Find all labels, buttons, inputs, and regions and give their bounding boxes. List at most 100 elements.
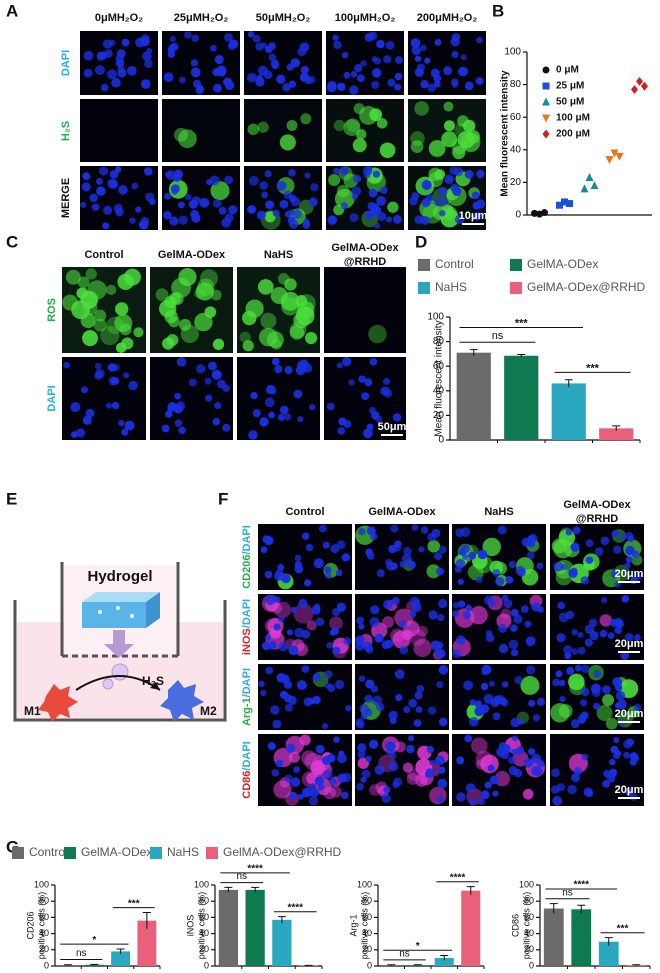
green-cell bbox=[242, 310, 257, 326]
panel-letter: F bbox=[218, 489, 228, 508]
nucleus bbox=[394, 669, 405, 680]
y-tick-label: 0 bbox=[438, 435, 444, 446]
nucleus bbox=[337, 427, 346, 435]
nucleus bbox=[248, 175, 259, 186]
y-tick-label: 20 bbox=[510, 177, 522, 188]
nucleus bbox=[121, 38, 130, 47]
nucleus bbox=[341, 168, 348, 175]
nucleus bbox=[434, 552, 443, 561]
green-cell bbox=[260, 312, 277, 329]
nucleus bbox=[178, 215, 188, 225]
nucleus bbox=[416, 684, 425, 693]
nucleus bbox=[455, 558, 466, 569]
green-cell bbox=[550, 703, 570, 723]
nucleus bbox=[363, 428, 373, 439]
nucleus bbox=[333, 736, 340, 744]
y-tick-label: 60 bbox=[510, 112, 522, 123]
nucleus bbox=[571, 628, 578, 636]
nucleus bbox=[403, 706, 411, 714]
nucleus bbox=[552, 796, 563, 806]
nucleus bbox=[443, 66, 453, 76]
nucleus bbox=[610, 569, 619, 579]
magenta-cell bbox=[496, 613, 512, 629]
nucleus bbox=[486, 629, 493, 637]
nucleus bbox=[383, 599, 393, 610]
nucleus bbox=[364, 378, 373, 387]
scale-bar-label: 50μm bbox=[378, 421, 407, 433]
bar bbox=[245, 889, 265, 966]
nucleus bbox=[510, 608, 519, 617]
micrograph bbox=[408, 99, 486, 162]
y-axis-label: iNOS bbox=[185, 915, 195, 937]
error-bar bbox=[142, 912, 151, 929]
hydrogel-side bbox=[146, 592, 160, 628]
nucleus bbox=[621, 595, 630, 603]
green-cell bbox=[210, 181, 230, 201]
green-cell bbox=[451, 138, 468, 155]
significance-label: * bbox=[92, 935, 96, 946]
nucleus bbox=[314, 776, 324, 786]
nucleus bbox=[511, 748, 518, 756]
green-cell bbox=[414, 101, 429, 116]
nucleus bbox=[385, 40, 395, 50]
nucleus bbox=[168, 44, 177, 52]
nucleus bbox=[173, 169, 183, 179]
y-axis-label: Mean fluorescent intensity bbox=[434, 320, 445, 436]
green-cell bbox=[212, 338, 225, 351]
nucleus bbox=[454, 214, 465, 225]
nucleus bbox=[258, 680, 265, 687]
nucleus bbox=[606, 774, 616, 783]
micrograph bbox=[244, 99, 322, 162]
nucleus bbox=[472, 212, 482, 221]
green-cell bbox=[482, 537, 501, 557]
nucleus bbox=[571, 648, 578, 655]
nucleus bbox=[247, 72, 257, 83]
micrograph bbox=[237, 357, 320, 440]
column-header: GelMA-ODex bbox=[368, 506, 436, 518]
nucleus bbox=[460, 67, 469, 76]
nucleus bbox=[293, 766, 300, 774]
panel-letter: E bbox=[6, 489, 17, 508]
y-tick-label: 20 bbox=[524, 944, 534, 954]
nucleus bbox=[273, 623, 281, 631]
nucleus bbox=[377, 212, 387, 221]
nucleus bbox=[333, 40, 342, 50]
micrograph bbox=[80, 166, 158, 230]
nucleus bbox=[256, 210, 266, 220]
bubble bbox=[116, 606, 120, 610]
green-cell bbox=[457, 130, 475, 149]
nucleus bbox=[288, 645, 299, 656]
error-bar bbox=[277, 916, 286, 924]
nucleus bbox=[437, 796, 445, 804]
nucleus bbox=[318, 524, 327, 533]
nucleus bbox=[506, 576, 514, 584]
nucleus bbox=[407, 735, 415, 742]
micrograph bbox=[408, 31, 486, 95]
nucleus bbox=[438, 717, 448, 727]
error-bar bbox=[549, 903, 558, 914]
nucleus bbox=[263, 70, 273, 80]
nucleus bbox=[95, 177, 103, 185]
green-cell bbox=[168, 316, 180, 328]
magenta-cell bbox=[310, 760, 326, 775]
nucleus bbox=[418, 546, 425, 553]
panel-letter: B bbox=[492, 1, 504, 20]
nucleus bbox=[476, 36, 483, 44]
nucleus bbox=[140, 37, 150, 47]
nucleus bbox=[449, 166, 458, 175]
nucleus bbox=[260, 689, 267, 697]
nucleus bbox=[222, 384, 230, 393]
nucleus bbox=[184, 31, 192, 39]
nucleus bbox=[452, 610, 460, 618]
micrograph bbox=[550, 664, 644, 730]
nucleus bbox=[327, 683, 336, 693]
nucleus bbox=[178, 426, 186, 435]
nucleus bbox=[336, 540, 346, 550]
nucleus bbox=[610, 618, 619, 627]
nucleus bbox=[579, 699, 588, 707]
nucleus bbox=[468, 551, 477, 560]
nucleus bbox=[332, 34, 339, 41]
nucleus bbox=[625, 633, 634, 642]
nucleus bbox=[224, 175, 233, 185]
nucleus bbox=[297, 416, 304, 423]
